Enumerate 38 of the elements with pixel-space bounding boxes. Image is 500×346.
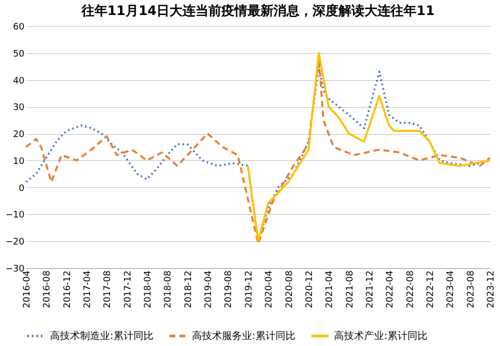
x-tick-label: 2016-12 xyxy=(62,270,73,308)
x-tick-label: 2021-04 xyxy=(325,270,336,308)
x-tick-label: 2017-12 xyxy=(123,270,134,308)
x-tick-label: 2022-08 xyxy=(406,270,416,308)
x-tick-label: 2020-12 xyxy=(305,270,316,308)
legend-label: 高技术产业:累计同比 xyxy=(334,330,428,342)
y-tick-label: 10 xyxy=(13,156,25,167)
x-tick-label: 2018-04 xyxy=(143,270,154,308)
x-tick-label: 2019-08 xyxy=(224,270,234,308)
y-tick-label: 20 xyxy=(13,130,25,140)
x-tick-label: 2020-08 xyxy=(284,270,295,308)
x-tick-label: 2023-04 xyxy=(446,270,456,308)
x-tick-label: 2018-08 xyxy=(164,270,174,308)
x-tick-label: 2016-08 xyxy=(42,270,53,308)
legend-label: 高技术制造业:累计同比 xyxy=(50,330,154,342)
x-tick-label: 2017-04 xyxy=(82,270,93,308)
chart-title: 往年11月14日大连当前疫情最新消息，深度解读大连往年11 xyxy=(80,3,435,19)
line-series xyxy=(246,52,491,242)
y-tick-label: 30 xyxy=(13,103,25,114)
y-tick-label: 60 xyxy=(13,22,25,32)
x-tick-label: 2023-12 xyxy=(486,270,496,308)
x-tick-label: 2018-12 xyxy=(184,270,194,308)
x-tick-label: 2019-04 xyxy=(204,270,214,308)
x-tick-label: 2020-04 xyxy=(264,270,275,308)
x-tick-label: 2019-12 xyxy=(244,270,254,308)
x-tick-label: 2016-04 xyxy=(22,270,32,308)
y-tick-label: 0 xyxy=(18,184,25,194)
x-tick-label: 2021-12 xyxy=(366,270,376,308)
x-tick-label: 2021-08 xyxy=(345,270,356,308)
legend-label: 高技术服务业:累计同比 xyxy=(192,330,296,342)
y-tick-label: −10 xyxy=(6,210,25,221)
y-tick-label: −20 xyxy=(6,238,25,248)
y-tick-label: 40 xyxy=(13,76,25,86)
x-tick-label: 2022-12 xyxy=(426,270,436,308)
x-tick-label: 2023-08 xyxy=(466,270,476,308)
x-tick-label: 2017-08 xyxy=(103,270,114,308)
y-tick-label: 50 xyxy=(13,49,25,60)
x-tick-label: 2022-04 xyxy=(386,270,396,308)
